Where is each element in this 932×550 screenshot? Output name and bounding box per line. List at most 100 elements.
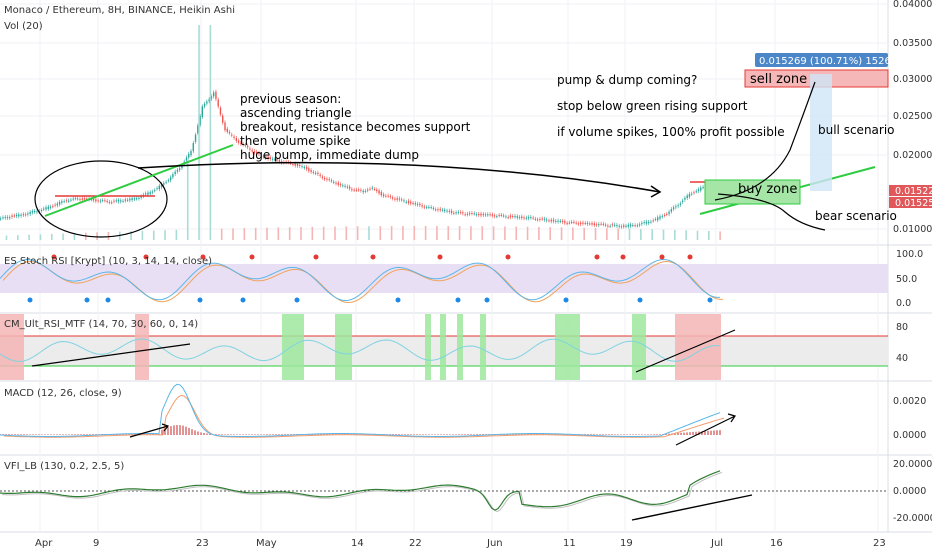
volume-bar	[390, 226, 393, 240]
candle	[602, 223, 605, 225]
macd-arrow-icon-2	[727, 413, 736, 423]
bear-scenario-curve	[717, 193, 826, 231]
candle	[435, 209, 437, 211]
volume-bar	[515, 226, 518, 240]
candle	[326, 178, 328, 180]
volume-bar	[674, 229, 676, 240]
candle	[380, 192, 383, 196]
time-axis[interactable]: Apr 9 23 May 14 22 Jun 11 19 Jul 16 23	[35, 538, 886, 549]
candle	[129, 198, 131, 201]
candle	[11, 215, 13, 217]
candle	[367, 189, 369, 191]
stoch-top-dot	[51, 254, 57, 260]
volume-bar	[458, 226, 461, 240]
candle	[156, 188, 158, 190]
candle	[593, 223, 595, 226]
candle	[387, 195, 389, 197]
rsi-highlight	[632, 314, 646, 380]
candle	[670, 209, 673, 212]
volume-bar	[322, 226, 325, 240]
candle	[165, 182, 167, 184]
arrow-curve-drawing	[137, 161, 661, 193]
volume-bar	[356, 226, 359, 240]
stoch-rsi-panel	[0, 254, 723, 304]
volume-bar	[583, 227, 585, 240]
date-label: 23	[196, 538, 209, 549]
candle	[49, 206, 52, 208]
candle	[378, 190, 380, 194]
candle	[117, 199, 120, 202]
volume-bar	[141, 230, 144, 240]
macd-line	[0, 383, 721, 437]
candle	[199, 115, 201, 126]
candle	[548, 220, 550, 222]
candle	[536, 219, 539, 221]
candle	[623, 225, 625, 227]
date-label: Apr	[35, 538, 53, 549]
candle	[174, 171, 176, 175]
candle	[652, 220, 654, 222]
stoch-top-dot	[200, 254, 206, 260]
candle	[457, 212, 460, 214]
candle	[4, 216, 6, 218]
candle	[432, 208, 435, 210]
candle	[2, 217, 4, 219]
candle	[294, 163, 296, 166]
candle	[643, 222, 645, 224]
candle	[702, 187, 704, 189]
candle	[181, 165, 183, 169]
stoch-top-dot	[505, 254, 511, 260]
candle	[502, 215, 505, 217]
pump-note: pump & dump coming?	[557, 73, 697, 87]
candle	[303, 167, 305, 169]
volume-bar	[594, 227, 597, 240]
volume-bar	[549, 227, 552, 240]
date-label: Jul	[710, 538, 723, 549]
candle	[206, 101, 208, 104]
stoch-top-dot	[143, 254, 149, 260]
candle	[570, 221, 573, 223]
candle	[396, 198, 398, 200]
candle	[147, 192, 149, 195]
candle	[274, 159, 276, 161]
candle	[371, 187, 373, 189]
macd-panel	[0, 383, 725, 438]
candle	[58, 202, 61, 205]
stop-note: stop below green rising support	[557, 99, 748, 113]
candle	[13, 215, 15, 217]
candle	[160, 184, 163, 188]
candle	[269, 157, 272, 159]
candle	[95, 199, 97, 202]
candle	[31, 211, 34, 213]
candle	[357, 189, 360, 191]
macd-trend-drawing-2	[675, 415, 736, 446]
candle	[650, 221, 652, 223]
macd-tick: 0.0020	[893, 396, 926, 407]
candle	[72, 198, 74, 200]
candle	[113, 200, 115, 202]
volume-bar	[606, 228, 608, 240]
candle	[9, 217, 11, 219]
stoch-tick: 50.0	[896, 274, 917, 285]
candle	[448, 210, 450, 212]
candle	[385, 195, 387, 197]
candle	[99, 200, 102, 202]
rsi-highlights	[0, 314, 721, 380]
candle	[509, 215, 512, 218]
volume-bar	[481, 226, 484, 240]
candle	[627, 224, 629, 227]
candle	[47, 206, 49, 210]
candle	[493, 215, 496, 217]
buy-zone-label: buy zone	[738, 182, 797, 197]
candle	[425, 207, 428, 209]
candle	[695, 191, 697, 193]
stoch-top-dot	[437, 254, 443, 260]
candle	[439, 208, 441, 211]
volume-bar	[560, 227, 563, 240]
candle	[684, 197, 686, 200]
